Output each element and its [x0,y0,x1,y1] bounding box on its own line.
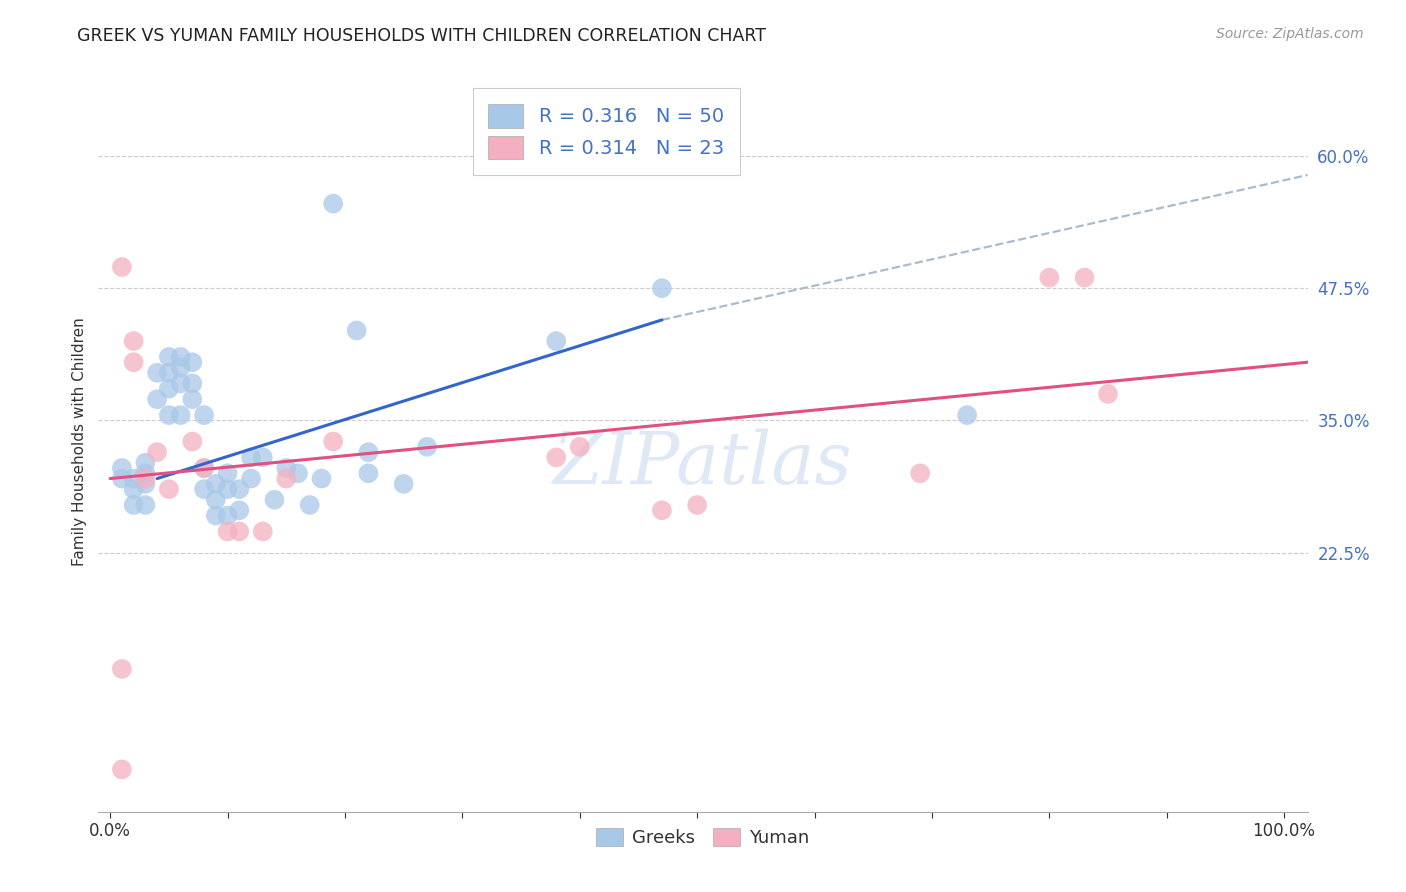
Point [252,450,274,465]
Point [146,392,169,407]
Point [651,281,673,295]
Point [322,196,344,211]
Point [204,476,226,491]
Text: ZIPatlas: ZIPatlas [553,428,853,499]
Point [298,498,321,512]
Point [204,492,226,507]
Point [217,482,239,496]
Point [908,467,931,481]
Legend: Greeks, Yuman: Greeks, Yuman [589,821,817,855]
Point [169,408,191,422]
Point [416,440,439,454]
Point [287,467,309,481]
Point [956,408,979,422]
Point [193,461,215,475]
Point [193,408,215,422]
Point [134,472,156,486]
Point [311,472,333,486]
Point [322,434,344,449]
Point [157,408,180,422]
Point [146,366,169,380]
Point [169,350,191,364]
Y-axis label: Family Households with Children: Family Households with Children [72,318,87,566]
Point [157,382,180,396]
Point [651,503,673,517]
Point [357,445,380,459]
Point [217,467,239,481]
Point [568,440,591,454]
Point [122,334,145,348]
Point [240,472,263,486]
Point [122,472,145,486]
Point [228,524,250,539]
Point [111,461,134,475]
Point [111,763,134,777]
Point [134,476,156,491]
Point [111,472,134,486]
Point [217,524,239,539]
Point [346,324,368,338]
Point [357,467,380,481]
Point [134,456,156,470]
Point [169,360,191,375]
Point [111,260,134,274]
Point [263,492,285,507]
Point [686,498,709,512]
Point [146,445,169,459]
Point [252,524,274,539]
Point [1073,270,1095,285]
Point [276,461,298,475]
Text: Source: ZipAtlas.com: Source: ZipAtlas.com [1216,27,1364,41]
Point [181,392,204,407]
Point [546,450,568,465]
Point [217,508,239,523]
Point [157,366,180,380]
Point [134,498,156,512]
Point [157,482,180,496]
Point [134,467,156,481]
Point [204,508,226,523]
Point [240,450,263,465]
Point [157,350,180,364]
Point [1097,387,1119,401]
Point [169,376,191,391]
Text: GREEK VS YUMAN FAMILY HOUSEHOLDS WITH CHILDREN CORRELATION CHART: GREEK VS YUMAN FAMILY HOUSEHOLDS WITH CH… [77,27,766,45]
Point [392,476,415,491]
Point [181,355,204,369]
Point [1038,270,1060,285]
Point [122,482,145,496]
Point [193,461,215,475]
Point [111,662,134,676]
Point [228,482,250,496]
Point [228,503,250,517]
Point [181,434,204,449]
Point [122,355,145,369]
Point [546,334,568,348]
Point [276,472,298,486]
Point [122,498,145,512]
Point [193,482,215,496]
Point [181,376,204,391]
